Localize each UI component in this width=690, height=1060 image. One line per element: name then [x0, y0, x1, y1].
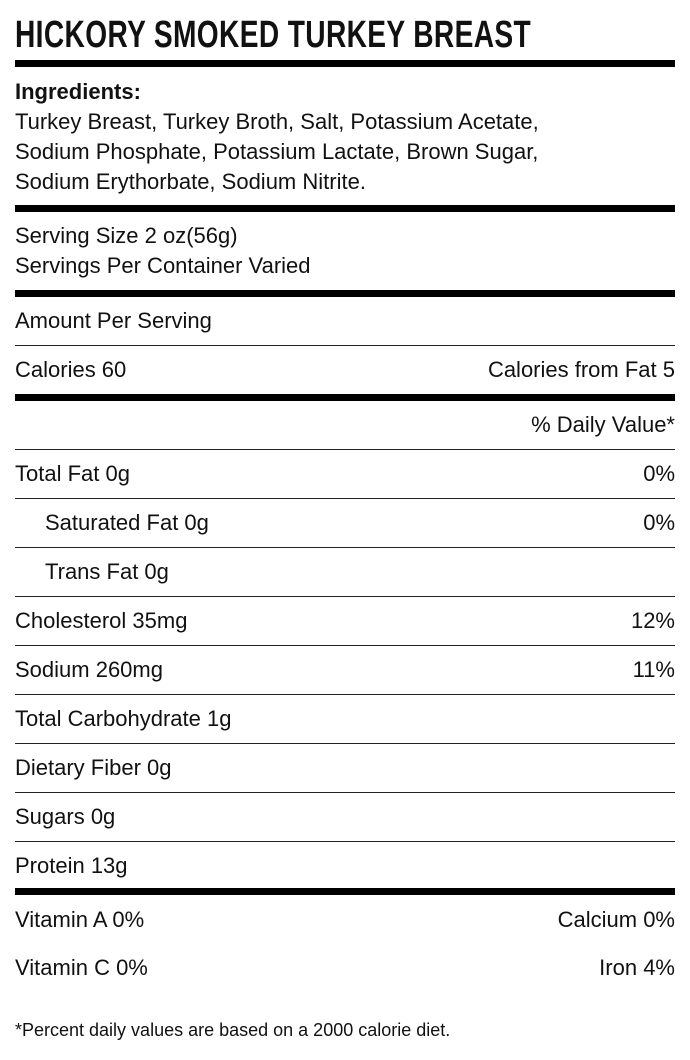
- ingredients-section: Ingredients: Turkey Breast, Turkey Broth…: [15, 77, 675, 197]
- nutrient-row: Cholesterol 35mg 12%: [15, 607, 675, 635]
- calories-from-fat: Calories from Fat 5: [487, 357, 675, 382]
- nutrient-row: Total Carbohydrate 1g: [15, 705, 675, 733]
- calcium: Calcium 0%: [557, 907, 675, 932]
- calories: Calories 60: [15, 357, 127, 382]
- nutrient-label: Sodium 260mg: [15, 657, 163, 682]
- divider-thin: [15, 645, 675, 646]
- nutrient-row: Dietary Fiber 0g: [15, 754, 675, 782]
- product-title: HICKORY SMOKED TURKEY BREAST: [15, 14, 532, 56]
- divider-thick: [15, 394, 675, 401]
- serving-size-text: Serving Size 2 oz(56g): [15, 223, 238, 248]
- serving-size: Serving Size 2 oz(56g): [15, 222, 675, 250]
- vitamin-row: Vitamin A 0% Calcium 0%: [15, 906, 675, 934]
- divider-thin: [15, 345, 675, 346]
- amount-per-serving-text: Amount Per Serving: [15, 308, 212, 333]
- ingredients-heading: Ingredients:: [15, 79, 141, 104]
- ingredients-line: Turkey Breast, Turkey Broth, Salt, Potas…: [15, 109, 539, 134]
- nutrient-daily-value: 0%: [643, 510, 675, 535]
- vitamin-c: Vitamin C 0%: [15, 955, 148, 980]
- divider-thin: [15, 841, 675, 842]
- divider-thin: [15, 547, 675, 548]
- nutrient-label: Cholesterol 35mg: [15, 608, 188, 633]
- servings-per-container-text: Servings Per Container Varied: [15, 253, 311, 278]
- divider-thick: [15, 205, 675, 212]
- divider-thin: [15, 596, 675, 597]
- divider-thick: [15, 888, 675, 895]
- nutrient-daily-value: 11%: [632, 657, 675, 682]
- nutrient-label: Trans Fat 0g: [45, 559, 169, 584]
- servings-per-container: Servings Per Container Varied: [15, 252, 675, 280]
- iron: Iron 4%: [599, 955, 675, 980]
- divider-thin: [15, 498, 675, 499]
- nutrient-daily-value: 0%: [643, 461, 675, 486]
- nutrient-daily-value: 12%: [630, 608, 675, 633]
- footnote: *Percent daily values are based on a 200…: [15, 1020, 451, 1040]
- nutrient-label: Saturated Fat 0g: [45, 510, 209, 535]
- daily-value-header: % Daily Value*: [15, 411, 675, 439]
- nutrient-row: Protein 13g: [15, 852, 675, 880]
- nutrient-label: Total Carbohydrate 1g: [15, 706, 232, 731]
- nutrient-label: Dietary Fiber 0g: [15, 755, 172, 780]
- amount-per-serving: Amount Per Serving: [15, 307, 675, 335]
- divider-thin: [15, 449, 675, 450]
- nutrient-label: Protein 13g: [15, 853, 128, 878]
- calories-row: Calories 60 Calories from Fat 5: [15, 356, 675, 384]
- divider-thick: [15, 290, 675, 297]
- divider-thin: [15, 694, 675, 695]
- vitamin-row: Vitamin C 0% Iron 4%: [15, 954, 675, 982]
- ingredients-line: Sodium Phosphate, Potassium Lactate, Bro…: [15, 139, 539, 164]
- divider-thin: [15, 743, 675, 744]
- daily-value-header-text: % Daily Value*: [531, 412, 675, 437]
- vitamin-a: Vitamin A 0%: [15, 907, 145, 932]
- ingredients-line: Sodium Erythorbate, Sodium Nitrite.: [15, 169, 366, 194]
- nutrient-row: Total Fat 0g 0%: [15, 460, 675, 488]
- nutrient-label: Sugars 0g: [15, 804, 116, 829]
- nutrient-label: Total Fat 0g: [15, 461, 130, 486]
- nutrient-row: Saturated Fat 0g 0%: [15, 509, 675, 537]
- nutrient-row: Sugars 0g: [15, 803, 675, 831]
- nutrient-row: Trans Fat 0g: [15, 558, 675, 586]
- nutrient-row: Sodium 260mg 11%: [15, 656, 675, 684]
- divider-thin: [15, 792, 675, 793]
- divider-thick: [15, 60, 675, 67]
